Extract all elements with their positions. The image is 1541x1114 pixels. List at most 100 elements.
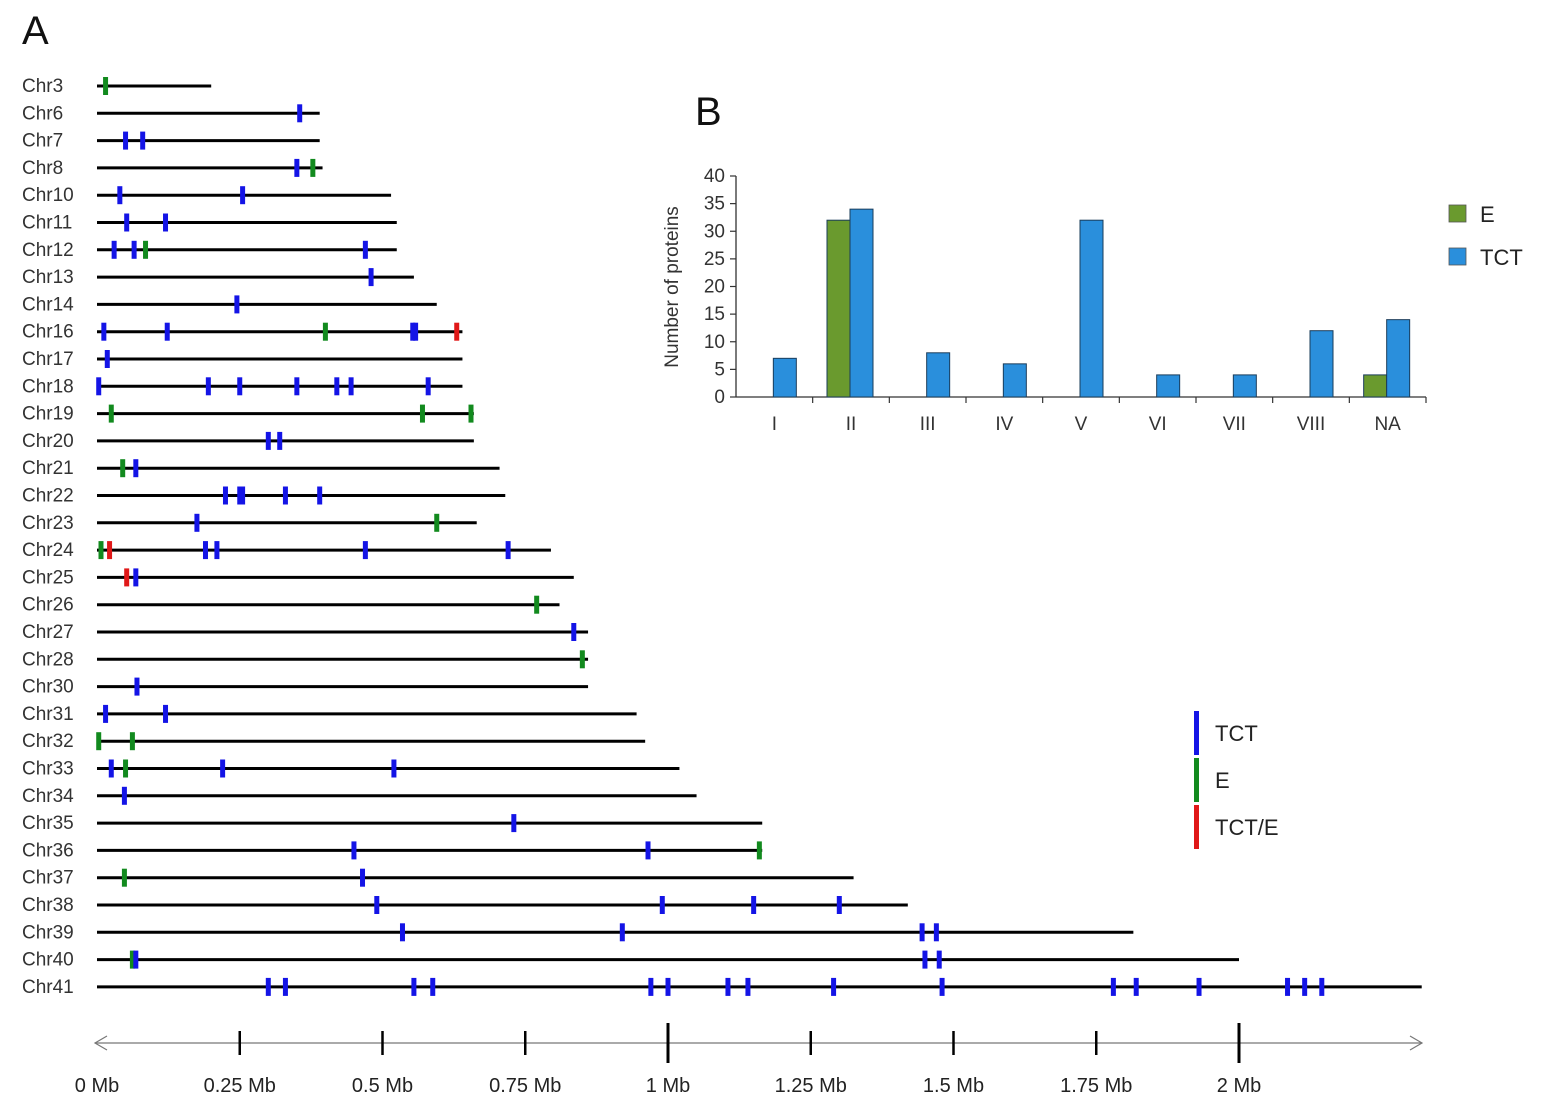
marker-tct xyxy=(117,186,123,205)
marker-tct xyxy=(745,977,751,996)
chromosome-label: Chr19 xyxy=(22,404,74,425)
marker-tct xyxy=(140,131,146,150)
legend-label: E xyxy=(1215,768,1230,793)
marker-tct xyxy=(374,896,380,914)
marker-tct xyxy=(571,623,577,641)
marker-tct xyxy=(205,377,211,396)
chromosome-map: Chr3 Chr6 Chr7 Chr8 Chr10 Chr11 Chr12 Chr13 Chr1… xyxy=(22,76,1422,998)
marker-e xyxy=(129,950,135,969)
marker-tct xyxy=(101,322,107,341)
chromosome-label: Chr10 xyxy=(22,185,74,206)
marker-tct xyxy=(111,240,117,259)
chromosome-label: Chr31 xyxy=(22,704,74,725)
marker-tct xyxy=(133,459,139,478)
chromosome-label: Chr13 xyxy=(22,267,74,288)
chromosome-row: Chr14 xyxy=(22,294,437,315)
legend-label: TCT xyxy=(1480,245,1523,270)
chromosome-row: Chr37 xyxy=(22,868,854,889)
marker-tct xyxy=(134,677,140,696)
marker-tct xyxy=(922,950,928,969)
marker-e xyxy=(322,322,328,341)
marker-tct xyxy=(425,377,431,396)
chromosome-label: Chr6 xyxy=(22,103,63,124)
marker-tct xyxy=(413,322,419,341)
y-tick-label: 0 xyxy=(714,387,725,408)
marker-tct xyxy=(282,977,288,996)
position-axis: 0 Mb 0.25 Mb 0.5 Mb 0.75 Mb 1 Mb 1.25 Mb 1.5 M… xyxy=(75,1023,1424,1097)
chromosome-row: Chr19 xyxy=(22,404,474,425)
marker-e xyxy=(120,459,126,478)
marker-tct xyxy=(399,923,405,942)
axis-arrow-left xyxy=(93,1035,108,1051)
x-tick-label: VI xyxy=(1149,414,1167,435)
chromosome-row: Chr35 xyxy=(22,813,763,834)
marker-e xyxy=(434,513,440,532)
chromosome-label: Chr33 xyxy=(22,759,74,780)
marker-tct xyxy=(1319,977,1325,996)
axis-tick-label: 0.25 Mb xyxy=(204,1075,276,1097)
marker-tct xyxy=(103,704,109,723)
chromosome-row: Chr41 xyxy=(22,977,1422,998)
x-tick-label: NA xyxy=(1374,414,1401,435)
marker-tct xyxy=(1110,977,1116,996)
marker-tct xyxy=(133,568,139,587)
marker-tct xyxy=(933,923,939,942)
marker-tct xyxy=(131,240,137,259)
chromosome-label: Chr27 xyxy=(22,622,74,643)
y-tick-label: 40 xyxy=(704,166,725,187)
axis-tick-label: 1.25 Mb xyxy=(775,1075,847,1097)
axis-tick-label: 1.5 Mb xyxy=(923,1075,984,1097)
marker-e xyxy=(143,240,149,259)
marker-tct xyxy=(919,923,925,942)
marker-tct xyxy=(237,377,243,396)
marker-legend: TCT E TCT/E xyxy=(1194,711,1279,849)
axis-tick-label: 1 Mb xyxy=(646,1075,690,1097)
chromosome-row: Chr23 xyxy=(22,513,477,534)
marker-tct xyxy=(939,977,945,996)
marker-tct-e xyxy=(124,568,130,587)
marker-tct-e xyxy=(107,541,113,560)
marker-tct xyxy=(265,431,271,450)
marker-tct xyxy=(265,977,271,996)
chromosome-label: Chr11 xyxy=(22,213,72,234)
panel-a-label: A xyxy=(22,9,49,53)
chromosome-label: Chr40 xyxy=(22,950,74,971)
chromosome-row: Chr26 xyxy=(22,595,560,616)
chromosome-row: Chr33 xyxy=(22,759,680,780)
marker-tct xyxy=(240,486,246,505)
marker-e xyxy=(108,404,114,423)
legend-label: E xyxy=(1480,202,1495,227)
marker-tct xyxy=(220,759,226,778)
x-tick-label: I xyxy=(772,414,777,435)
x-tick-label: VII xyxy=(1223,414,1246,435)
axis-arrow-right xyxy=(1409,1035,1424,1051)
marker-tct xyxy=(277,431,283,450)
bar-tct-v xyxy=(1079,219,1104,398)
legend-swatch-tct xyxy=(1448,247,1467,266)
chromosome-label: Chr26 xyxy=(22,595,74,616)
chromosome-label: Chr35 xyxy=(22,813,74,834)
bar-tct-vi xyxy=(1156,374,1181,398)
chromosome-label: Chr3 xyxy=(22,76,63,97)
marker-tct xyxy=(214,541,220,560)
chromosome-row: Chr10 xyxy=(22,185,392,206)
marker-tct xyxy=(194,513,200,532)
bar-tct-i xyxy=(772,357,797,398)
bar-e-na xyxy=(1363,374,1388,398)
marker-tct xyxy=(164,322,170,341)
marker-tct xyxy=(368,268,374,287)
marker-tct xyxy=(163,704,169,723)
marker-e xyxy=(129,732,135,751)
y-tick-label: 15 xyxy=(704,304,725,325)
chromosome-row: Chr31 xyxy=(22,704,637,725)
marker-tct xyxy=(294,377,300,396)
chromosome-row: Chr36 xyxy=(22,840,763,861)
chromosome-label: Chr28 xyxy=(22,649,74,670)
chromosome-row: Chr40 xyxy=(22,950,1239,971)
y-tick-label: 30 xyxy=(704,221,725,242)
chromosome-label: Chr23 xyxy=(22,513,74,534)
chromosome-label: Chr36 xyxy=(22,840,74,861)
marker-e xyxy=(534,595,540,614)
legend-label: TCT xyxy=(1215,721,1258,746)
